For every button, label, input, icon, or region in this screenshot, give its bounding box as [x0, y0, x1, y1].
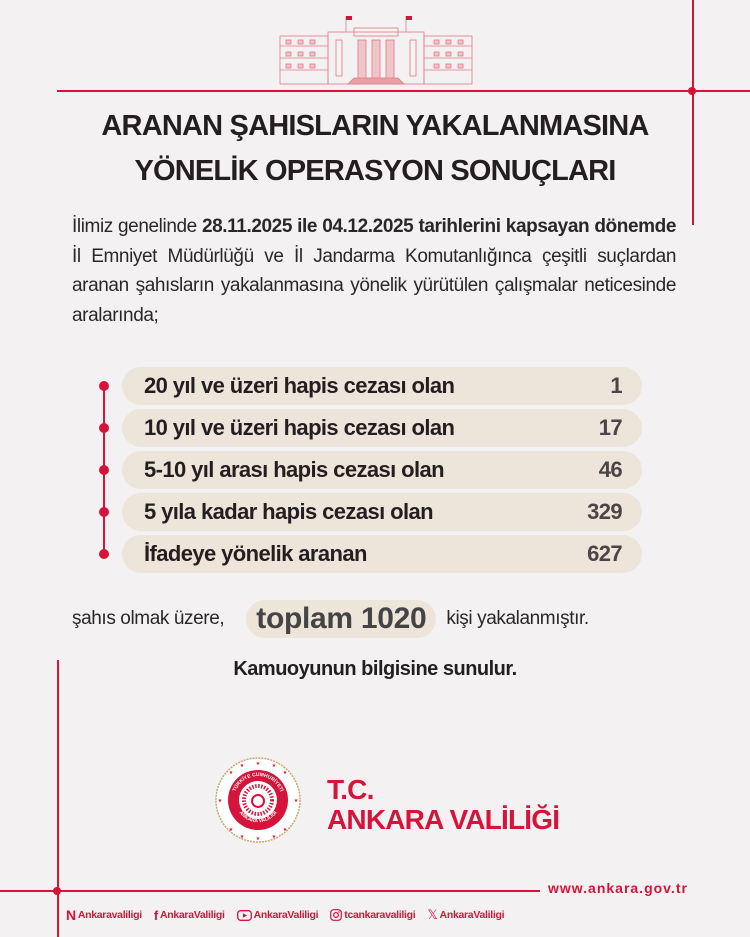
notice-text: Kamuoyunun bilgisine sunulur.: [233, 658, 517, 680]
timeline-dot: [99, 465, 109, 475]
social-facebook[interactable]: f AnkaraValiligi: [153, 907, 225, 923]
intro-paragraph: İlimiz genelinde 28.11.2025 ile 04.12.20…: [72, 216, 676, 326]
total-line: şahıs olmak üzere, toplam 1020 kişi yaka…: [72, 600, 692, 638]
timeline-dot: [99, 423, 109, 433]
svg-text:★: ★: [256, 761, 261, 767]
brand-line2: ANKARA VALİLİĞİ: [327, 804, 560, 835]
svg-text:★: ★: [240, 763, 245, 769]
bottom-divider: [0, 890, 540, 892]
result-row: 5-10 yıl arası hapis cezası olan 46: [122, 451, 642, 489]
result-row: 5 yıla kadar hapis cezası olan 329: [122, 493, 642, 531]
result-row: 10 yıl ve üzeri hapis cezası olan 17: [122, 409, 642, 447]
youtube-icon: [236, 909, 252, 921]
result-row: 20 yıl ve üzeri hapis cezası olan 1: [122, 367, 642, 405]
svg-text:★: ★: [272, 763, 277, 769]
svg-text:★: ★: [256, 836, 261, 842]
website-link[interactable]: www.ankara.gov.tr: [548, 880, 688, 896]
svg-text:★: ★: [229, 770, 234, 776]
social-youtube[interactable]: AnkaraValiligi: [236, 909, 319, 921]
corner-dot: [53, 887, 61, 895]
left-vertical-line: [57, 660, 59, 937]
nsosyal-icon: N: [66, 907, 76, 923]
results-list: 20 yıl ve üzeri hapis cezası olan 1 10 yı…: [122, 367, 642, 577]
instagram-icon: [330, 909, 343, 921]
ankara-governorship-emblem-icon: ★★ ★ ★ ★ ★ ★ ★ ★ ★ ★ ★ TÜRKİYE CUMHURİYETİ AN…: [215, 757, 301, 843]
page-title-line2: YÖNELİK OPERASYON SONUÇLARI: [134, 155, 616, 187]
result-row: İfadeye yönelik aranan 627: [122, 535, 642, 573]
social-instagram[interactable]: tcankaravaliligi: [330, 909, 416, 921]
svg-text:★: ★: [283, 770, 288, 776]
social-nsosyal[interactable]: N Ankaravaliligi: [66, 907, 142, 923]
corner-dot: [688, 87, 696, 95]
svg-text:★: ★: [272, 834, 277, 840]
svg-text:★: ★: [294, 798, 299, 804]
svg-text:★: ★: [218, 798, 223, 804]
page-title-line1: ARANAN ŞAHISLARIN YAKALANMASINA: [101, 110, 649, 142]
top-divider: [57, 90, 750, 92]
svg-text:★: ★: [240, 834, 245, 840]
timeline-dot: [99, 549, 109, 559]
timeline-dot: [99, 507, 109, 517]
brand-line1: T.C.: [327, 774, 374, 805]
governorship-building-icon: [279, 16, 473, 85]
x-icon: 𝕏: [427, 907, 438, 922]
right-vertical-line: [692, 0, 694, 225]
total-badge: toplam 1020: [246, 600, 437, 638]
timeline-dot: [99, 381, 109, 391]
facebook-icon: f: [153, 907, 158, 923]
svg-text:★: ★: [283, 827, 288, 833]
svg-text:★: ★: [229, 827, 234, 833]
date-range: 28.11.2025 ile 04.12.2025 tarihlerini ka…: [201, 216, 676, 237]
social-links: N Ankaravaliligi f AnkaraValiligi AnkaraVa…: [66, 907, 505, 923]
social-x[interactable]: 𝕏 AnkaraValiligi: [427, 907, 505, 922]
